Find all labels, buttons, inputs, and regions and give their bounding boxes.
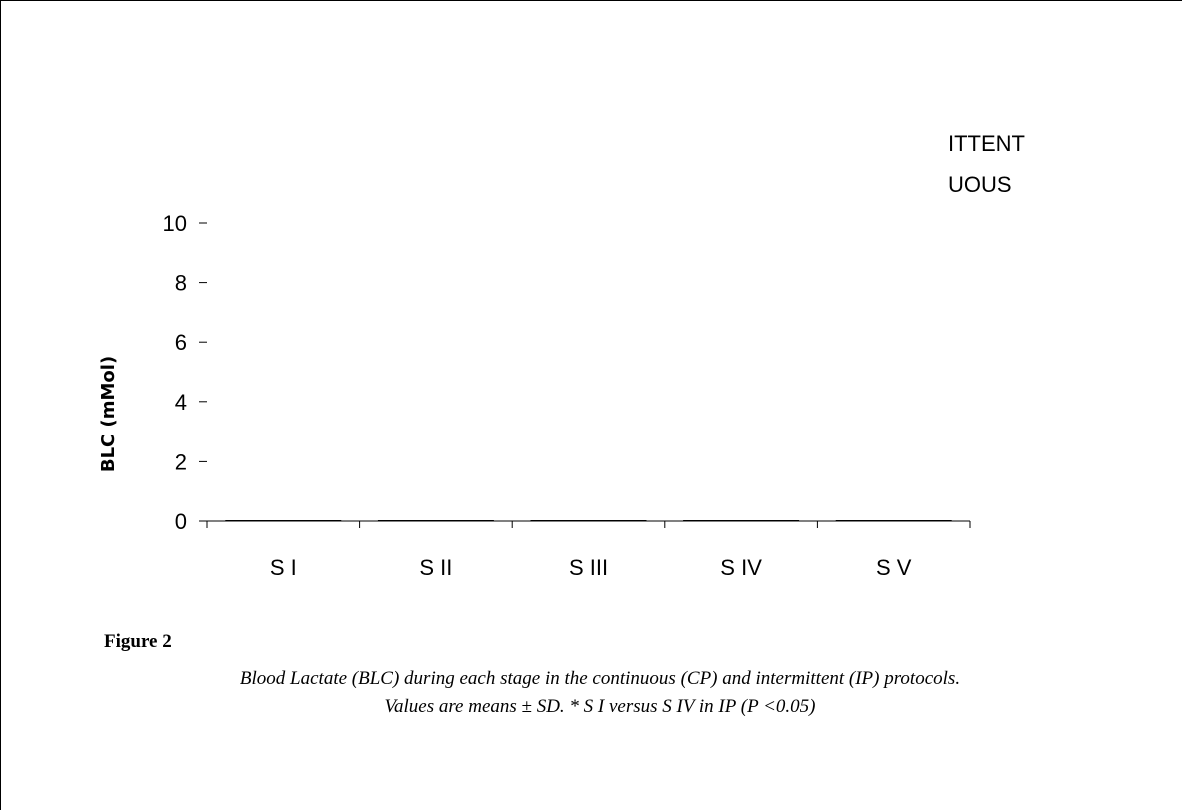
x-tick-label: S V	[876, 555, 912, 580]
x-tick-label: S II	[419, 555, 452, 580]
bar	[530, 520, 647, 522]
x-tick-label: S I	[270, 555, 297, 580]
bar	[835, 520, 952, 522]
bars	[225, 520, 952, 522]
y-tick-label: 8	[175, 271, 187, 296]
y-axis: 0 2 4 6 8 10	[163, 211, 207, 534]
legend-entry-2: UOUS	[948, 172, 1012, 197]
caption-line-2: Values are means ± SD. * S I versus S IV…	[384, 696, 816, 717]
x-axis: S I S II S III S IV S V	[206, 520, 971, 580]
y-tick-label: 2	[175, 449, 187, 474]
bar	[683, 520, 800, 522]
y-tick-label: 10	[163, 211, 187, 236]
bar	[377, 520, 494, 522]
x-tick-label: S IV	[720, 555, 762, 580]
y-tick-label: 0	[175, 509, 187, 534]
bar	[225, 520, 342, 522]
figure-label: Figure 2	[104, 631, 172, 652]
legend-entry-1: ITTENT	[948, 131, 1025, 156]
figure-caption: Blood Lactate (BLC) during each stage in…	[100, 665, 1100, 721]
x-tick-label: S III	[569, 555, 608, 580]
y-tick-label: 4	[175, 390, 187, 415]
y-axis-title: BLC (mMol)	[98, 356, 119, 472]
legend: ITTENT UOUS	[948, 131, 1025, 197]
caption-line-1: Blood Lactate (BLC) during each stage in…	[239, 668, 961, 689]
y-tick-label: 6	[175, 330, 187, 355]
